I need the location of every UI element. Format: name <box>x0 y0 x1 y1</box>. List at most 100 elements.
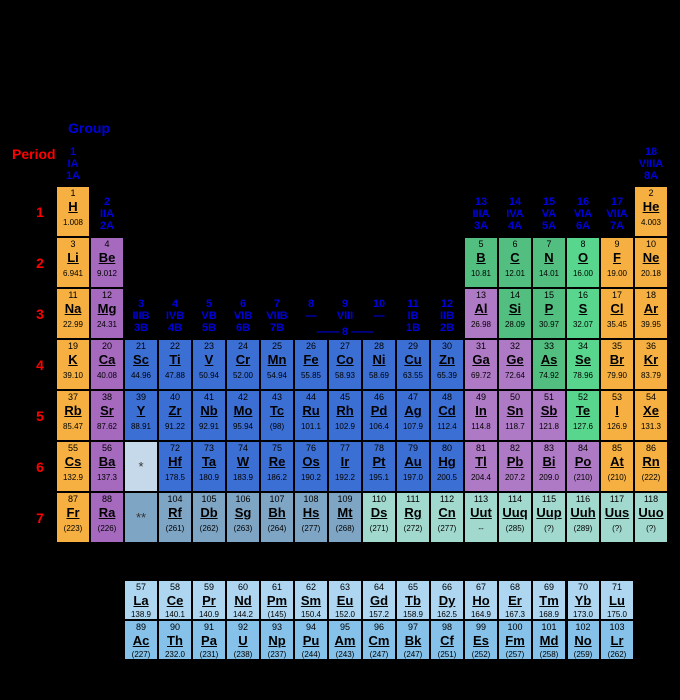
element-Ru: 44Ru101.1 <box>294 390 328 441</box>
element-Gd: 64Gd157.2 <box>362 580 396 620</box>
element-Hg: 80Hg200.5 <box>430 441 464 492</box>
lanth-marker: * <box>124 441 158 492</box>
element-Zr: 40Zr91.22 <box>158 390 192 441</box>
element-H: 1H1.008 <box>56 186 90 237</box>
element-Cf: 98Cf(251) <box>430 620 464 660</box>
element-Cu: 29Cu63.55 <box>396 339 430 390</box>
element-Zn: 30Zn65.39 <box>430 339 464 390</box>
element-Cs: 55Cs132.9 <box>56 441 90 492</box>
period-6: 6 <box>30 459 50 475</box>
lanth-separator <box>566 576 568 664</box>
element-Ba: 56Ba137.3 <box>90 441 124 492</box>
element-Fe: 26Fe55.85 <box>294 339 328 390</box>
element-Rf: 104Rf(261) <box>158 492 192 543</box>
element-Nb: 41Nb92.91 <box>192 390 226 441</box>
element-Pm: 61Pm(145) <box>260 580 294 620</box>
element-Tm: 69Tm168.9 <box>532 580 566 620</box>
element-Sn: 50Sn118.7 <box>498 390 532 441</box>
element-Mg: 12Mg24.31 <box>90 288 124 339</box>
group-label-15: 15VA5A <box>532 196 566 232</box>
element-K: 19K39.10 <box>56 339 90 390</box>
period-3: 3 <box>30 306 50 322</box>
element-V: 23V50.94 <box>192 339 226 390</box>
element-Fr: 87Fr(223) <box>56 492 90 543</box>
group-label-11: 11IB1B <box>396 298 430 334</box>
element-Db: 105Db(262) <box>192 492 226 543</box>
element-In: 49In114.8 <box>464 390 498 441</box>
element-Am: 95Am(243) <box>328 620 362 660</box>
element-Uus: 117Uus(?) <box>600 492 634 543</box>
element-Sc: 21Sc44.96 <box>124 339 158 390</box>
period-4: 4 <box>30 357 50 373</box>
element-Ni: 28Ni58.69 <box>362 339 396 390</box>
group-label-2: 2IIA2A <box>90 196 124 232</box>
group-label-8: 8— <box>294 298 328 322</box>
element-Md: 101Md(258) <box>532 620 566 660</box>
element-W: 74W183.9 <box>226 441 260 492</box>
element-Co: 27Co58.93 <box>328 339 362 390</box>
element-I: 53I126.9 <box>600 390 634 441</box>
element-B: 5B10.81 <box>464 237 498 288</box>
element-Yb: 70Yb173.0 <box>566 580 600 620</box>
element-U: 92U(238) <box>226 620 260 660</box>
element-Rb: 37Rb85.47 <box>56 390 90 441</box>
element-Ta: 73Ta180.9 <box>192 441 226 492</box>
element-Ga: 31Ga69.72 <box>464 339 498 390</box>
element-Ti: 22Ti47.88 <box>158 339 192 390</box>
element-Re: 75Re186.2 <box>260 441 294 492</box>
element-Ag: 47Ag107.9 <box>396 390 430 441</box>
element-Tc: 43Tc(98) <box>260 390 294 441</box>
element-Ce: 58Ce140.1 <box>158 580 192 620</box>
element-Rn: 86Rn(222) <box>634 441 668 492</box>
element-Hf: 72Hf178.5 <box>158 441 192 492</box>
element-Se: 34Se78.96 <box>566 339 600 390</box>
element-Th: 90Th232.0 <box>158 620 192 660</box>
element-Dy: 66Dy162.5 <box>430 580 464 620</box>
element-Uup: 115Uup(?) <box>532 492 566 543</box>
group-label-14: 14IVA4A <box>498 196 532 232</box>
element-Cl: 17Cl35.45 <box>600 288 634 339</box>
element-Ge: 32Ge72.64 <box>498 339 532 390</box>
element-Es: 99Es(252) <box>464 620 498 660</box>
element-Po: 84Po(210) <box>566 441 600 492</box>
lanth-marker: ** <box>124 492 158 543</box>
group-label-5: 5VB5B <box>192 298 226 334</box>
element-Ra: 88Ra(226) <box>90 492 124 543</box>
element-Br: 35Br79.90 <box>600 339 634 390</box>
element-Os: 76Os190.2 <box>294 441 328 492</box>
group-label-1: 1IA1A <box>56 146 90 182</box>
period-5: 5 <box>30 408 50 424</box>
element-Nd: 60Nd144.2 <box>226 580 260 620</box>
element-Pu: 94Pu(244) <box>294 620 328 660</box>
element-Cd: 48Cd112.4 <box>430 390 464 441</box>
group-label-10: 10— <box>362 298 396 322</box>
element-Er: 68Er167.3 <box>498 580 532 620</box>
element-Li: 3Li6.941 <box>56 237 90 288</box>
element-Cm: 96Cm(247) <box>362 620 396 660</box>
element-Hs: 108Hs(277) <box>294 492 328 543</box>
element-Ne: 10Ne20.18 <box>634 237 668 288</box>
element-Ac: 89Ac(227) <box>124 620 158 660</box>
element-Bh: 107Bh(264) <box>260 492 294 543</box>
element-Pb: 82Pb207.2 <box>498 441 532 492</box>
element-Pa: 91Pa(231) <box>192 620 226 660</box>
element-Uut: 113Uut-- <box>464 492 498 543</box>
group-label-17: 17VIIA7A <box>600 196 634 232</box>
element-Y: 39Y88.91 <box>124 390 158 441</box>
element-Te: 52Te127.6 <box>566 390 600 441</box>
element-Cr: 24Cr52.00 <box>226 339 260 390</box>
element-Na: 11Na22.99 <box>56 288 90 339</box>
element-Tb: 65Tb158.9 <box>396 580 430 620</box>
element-Sg: 106Sg(263) <box>226 492 260 543</box>
element-P: 15P30.97 <box>532 288 566 339</box>
element-O: 8O16.00 <box>566 237 600 288</box>
period-label: Period <box>12 146 56 162</box>
element-Fm: 100Fm(257) <box>498 620 532 660</box>
period-2: 2 <box>30 255 50 271</box>
element-Pr: 59Pr140.9 <box>192 580 226 620</box>
element-Ho: 67Ho164.9 <box>464 580 498 620</box>
group-label-13: 13IIIA3A <box>464 196 498 232</box>
element-Bi: 83Bi209.0 <box>532 441 566 492</box>
element-Bk: 97Bk(247) <box>396 620 430 660</box>
period-7: 7 <box>30 510 50 526</box>
